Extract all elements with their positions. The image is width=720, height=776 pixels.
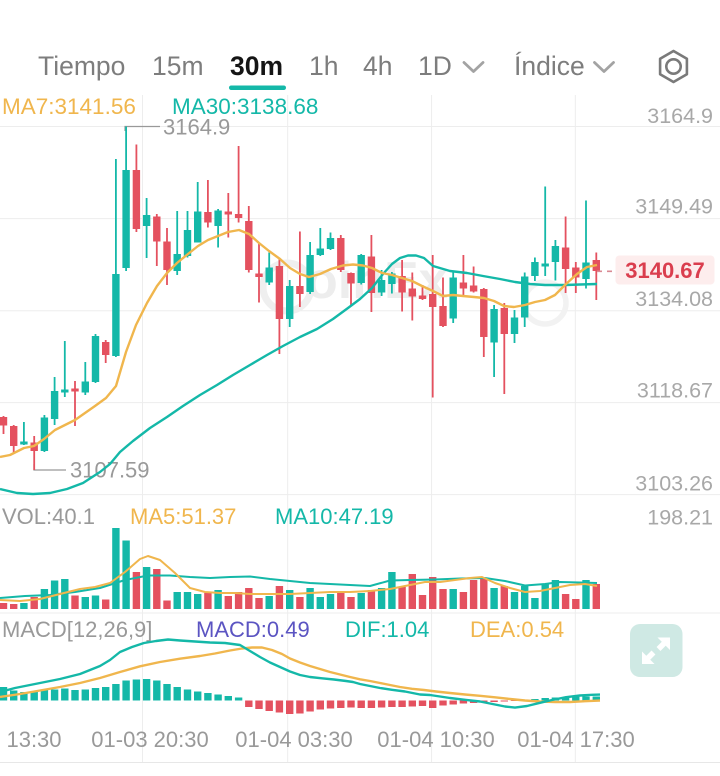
svg-text:1h: 1h: [309, 51, 338, 81]
svg-text:3107.59: 3107.59: [70, 458, 150, 483]
svg-text:01-04 10:30: 01-04 10:30: [377, 727, 494, 752]
svg-text:30m: 30m: [230, 51, 283, 81]
svg-text:198.21: 198.21: [647, 506, 713, 530]
svg-text:Índice: Índice: [514, 51, 585, 81]
svg-text:4h: 4h: [363, 51, 392, 81]
svg-text:01-03 20:30: 01-03 20:30: [91, 727, 208, 752]
svg-text:MACD[12,26,9]: MACD[12,26,9]: [2, 617, 152, 642]
svg-text:3134.08: 3134.08: [635, 287, 713, 311]
svg-text:DIF:1.04: DIF:1.04: [345, 617, 429, 642]
svg-text:3164.9: 3164.9: [163, 115, 230, 140]
svg-text:1D: 1D: [418, 51, 452, 81]
svg-text:MA5:51.37: MA5:51.37: [130, 504, 236, 529]
svg-text:3164.9: 3164.9: [647, 104, 713, 128]
svg-text:3103.26: 3103.26: [635, 472, 713, 496]
svg-text:MA30:3138.68: MA30:3138.68: [172, 94, 318, 119]
svg-text:15m: 15m: [152, 51, 204, 81]
svg-text:01-04 17:30: 01-04 17:30: [517, 727, 634, 752]
svg-text:13:30: 13:30: [6, 727, 61, 752]
svg-text:MACD:0.49: MACD:0.49: [196, 617, 310, 642]
svg-text:DEA:0.54: DEA:0.54: [470, 617, 564, 642]
svg-text:3149.49: 3149.49: [635, 195, 713, 219]
svg-text:Tiempo: Tiempo: [38, 51, 125, 81]
svg-text:VOL:40.1: VOL:40.1: [2, 504, 95, 529]
svg-text:3140.67: 3140.67: [625, 258, 705, 283]
svg-text:3118.67: 3118.67: [637, 379, 713, 403]
svg-text:MA7:3141.56: MA7:3141.56: [2, 94, 136, 119]
svg-text:01-04 03:30: 01-04 03:30: [235, 727, 352, 752]
svg-text:MA10:47.19: MA10:47.19: [275, 504, 394, 529]
